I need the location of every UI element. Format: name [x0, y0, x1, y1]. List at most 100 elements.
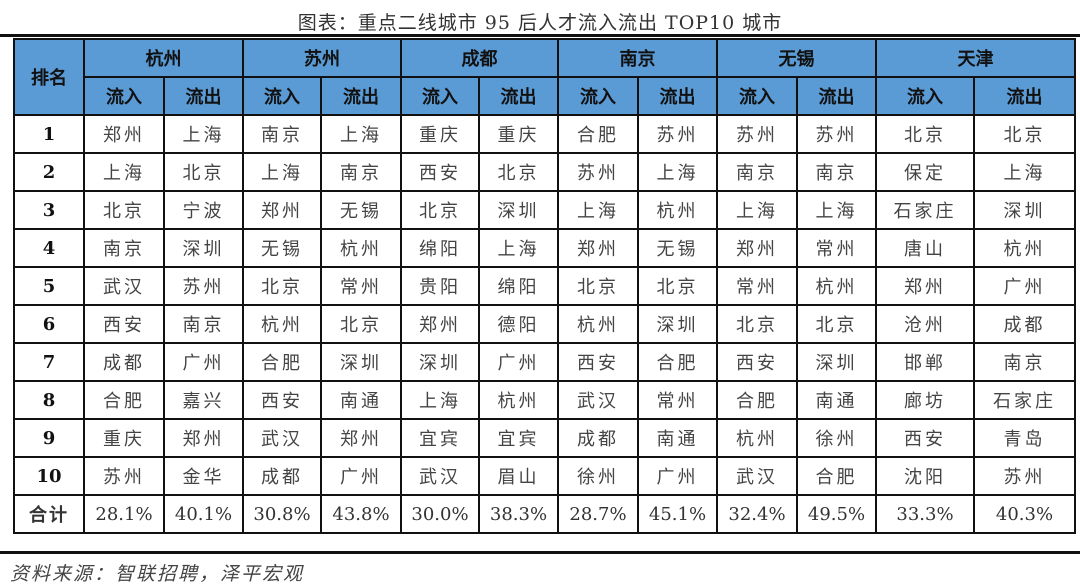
city-cell: 北京 — [242, 266, 322, 306]
city-cell: 深圳 — [320, 342, 402, 382]
table-row: 4 南京 深圳 无锡 杭州 绵阳 上海 郑州 无锡 郑州 常州 唐山 杭州 — [13, 228, 1076, 268]
city-cell: 青岛 — [973, 418, 1076, 458]
rank-cell: 2 — [13, 152, 85, 192]
city-cell: 成都 — [557, 418, 639, 458]
city-cell: 苏州 — [163, 266, 244, 306]
city-cell: 石家庄 — [875, 190, 975, 230]
city-cell: 嘉兴 — [163, 380, 244, 420]
city-cell: 德阳 — [478, 304, 559, 344]
total-share-cell: 32.4% — [716, 494, 798, 534]
inflow-header: 流入 — [242, 76, 322, 116]
city-cell: 杭州 — [796, 266, 877, 306]
city-cell: 金华 — [163, 456, 244, 496]
total-share-cell: 33.3% — [875, 494, 975, 534]
city-cell: 沧州 — [875, 304, 975, 344]
outflow-header: 流出 — [163, 76, 244, 116]
city-cell: 北京 — [320, 304, 402, 344]
city-cell: 郑州 — [242, 190, 322, 230]
city-cell: 上海 — [796, 190, 877, 230]
city-cell: 广州 — [320, 456, 402, 496]
city-cell: 合肥 — [83, 380, 165, 420]
city-cell: 上海 — [400, 380, 480, 420]
inflow-header: 流入 — [875, 76, 975, 116]
city-cell: 北京 — [637, 266, 718, 306]
city-cell: 邯郸 — [875, 342, 975, 382]
inflow-header: 流入 — [716, 76, 798, 116]
talent-flow-table: 排名 杭州 苏州 成都 南京 无锡 天津 流入 流出 流入 流出 流入 流出 流入 流出 流入 流出 流入 流出… — [13, 38, 1076, 534]
city-cell: 合肥 — [242, 342, 322, 382]
city-cell: 郑州 — [875, 266, 975, 306]
city-cell: 郑州 — [557, 228, 639, 268]
city-header: 无锡 — [716, 38, 877, 78]
city-cell: 重庆 — [400, 114, 480, 154]
city-cell: 苏州 — [637, 114, 718, 154]
city-cell: 合肥 — [716, 380, 798, 420]
city-cell: 南京 — [320, 152, 402, 192]
city-cell: 绵阳 — [400, 228, 480, 268]
city-cell: 石家庄 — [973, 380, 1076, 420]
rank-cell: 6 — [13, 304, 85, 344]
city-cell: 北京 — [796, 304, 877, 344]
city-cell: 南京 — [83, 228, 165, 268]
city-cell: 南通 — [320, 380, 402, 420]
inflow-header: 流入 — [83, 76, 165, 116]
city-cell: 眉山 — [478, 456, 559, 496]
table-row: 6 西安 南京 杭州 北京 郑州 德阳 杭州 深圳 北京 北京 沧州 成都 — [13, 304, 1076, 344]
city-cell: 苏州 — [796, 114, 877, 154]
city-cell: 上海 — [973, 152, 1076, 192]
city-cell: 无锡 — [242, 228, 322, 268]
city-cell: 深圳 — [637, 304, 718, 344]
city-cell: 宜宾 — [400, 418, 480, 458]
inflow-header: 流入 — [557, 76, 639, 116]
city-cell: 宁波 — [163, 190, 244, 230]
city-cell: 西安 — [875, 418, 975, 458]
city-cell: 郑州 — [400, 304, 480, 344]
city-cell: 上海 — [83, 152, 165, 192]
table-row: 8 合肥 嘉兴 西安 南通 上海 杭州 武汉 常州 合肥 南通 廊坊 石家庄 — [13, 380, 1076, 420]
rank-cell: 3 — [13, 190, 85, 230]
city-cell: 上海 — [716, 190, 798, 230]
city-cell: 杭州 — [320, 228, 402, 268]
city-cell: 上海 — [557, 190, 639, 230]
city-cell: 杭州 — [557, 304, 639, 344]
city-cell: 贵阳 — [400, 266, 480, 306]
city-cell: 沈阳 — [875, 456, 975, 496]
city-cell: 常州 — [320, 266, 402, 306]
city-header: 天津 — [875, 38, 1076, 78]
city-cell: 重庆 — [83, 418, 165, 458]
city-cell: 深圳 — [163, 228, 244, 268]
city-cell: 上海 — [242, 152, 322, 192]
city-cell: 上海 — [320, 114, 402, 154]
rank-cell: 4 — [13, 228, 85, 268]
city-cell: 南京 — [716, 152, 798, 192]
city-header: 苏州 — [242, 38, 402, 78]
city-cell: 苏州 — [83, 456, 165, 496]
city-cell: 广州 — [973, 266, 1076, 306]
city-cell: 南京 — [163, 304, 244, 344]
city-header: 成都 — [400, 38, 559, 78]
total-share-cell: 49.5% — [796, 494, 877, 534]
table-row: 9 重庆 郑州 武汉 郑州 宜宾 宜宾 成都 南通 杭州 徐州 西安 青岛 — [13, 418, 1076, 458]
city-cell: 常州 — [796, 228, 877, 268]
total-share-cell: 28.7% — [557, 494, 639, 534]
city-cell: 成都 — [973, 304, 1076, 344]
city-cell: 武汉 — [557, 380, 639, 420]
city-cell: 杭州 — [478, 380, 559, 420]
city-cell: 绵阳 — [478, 266, 559, 306]
city-cell: 郑州 — [163, 418, 244, 458]
total-row: 合计 28.1% 40.1% 30.8% 43.8% 30.0% 38.3% 28.7% 45.… — [13, 494, 1076, 534]
total-share-cell: 40.1% — [163, 494, 244, 534]
city-cell: 杭州 — [973, 228, 1076, 268]
city-cell: 合肥 — [796, 456, 877, 496]
city-cell: 广州 — [478, 342, 559, 382]
city-cell: 常州 — [637, 380, 718, 420]
bottom-divider — [0, 551, 1080, 554]
city-cell: 深圳 — [478, 190, 559, 230]
city-cell: 宜宾 — [478, 418, 559, 458]
outflow-header: 流出 — [320, 76, 402, 116]
city-cell: 上海 — [163, 114, 244, 154]
city-cell: 廊坊 — [875, 380, 975, 420]
city-cell: 常州 — [716, 266, 798, 306]
city-cell: 西安 — [557, 342, 639, 382]
rank-cell: 1 — [13, 114, 85, 154]
